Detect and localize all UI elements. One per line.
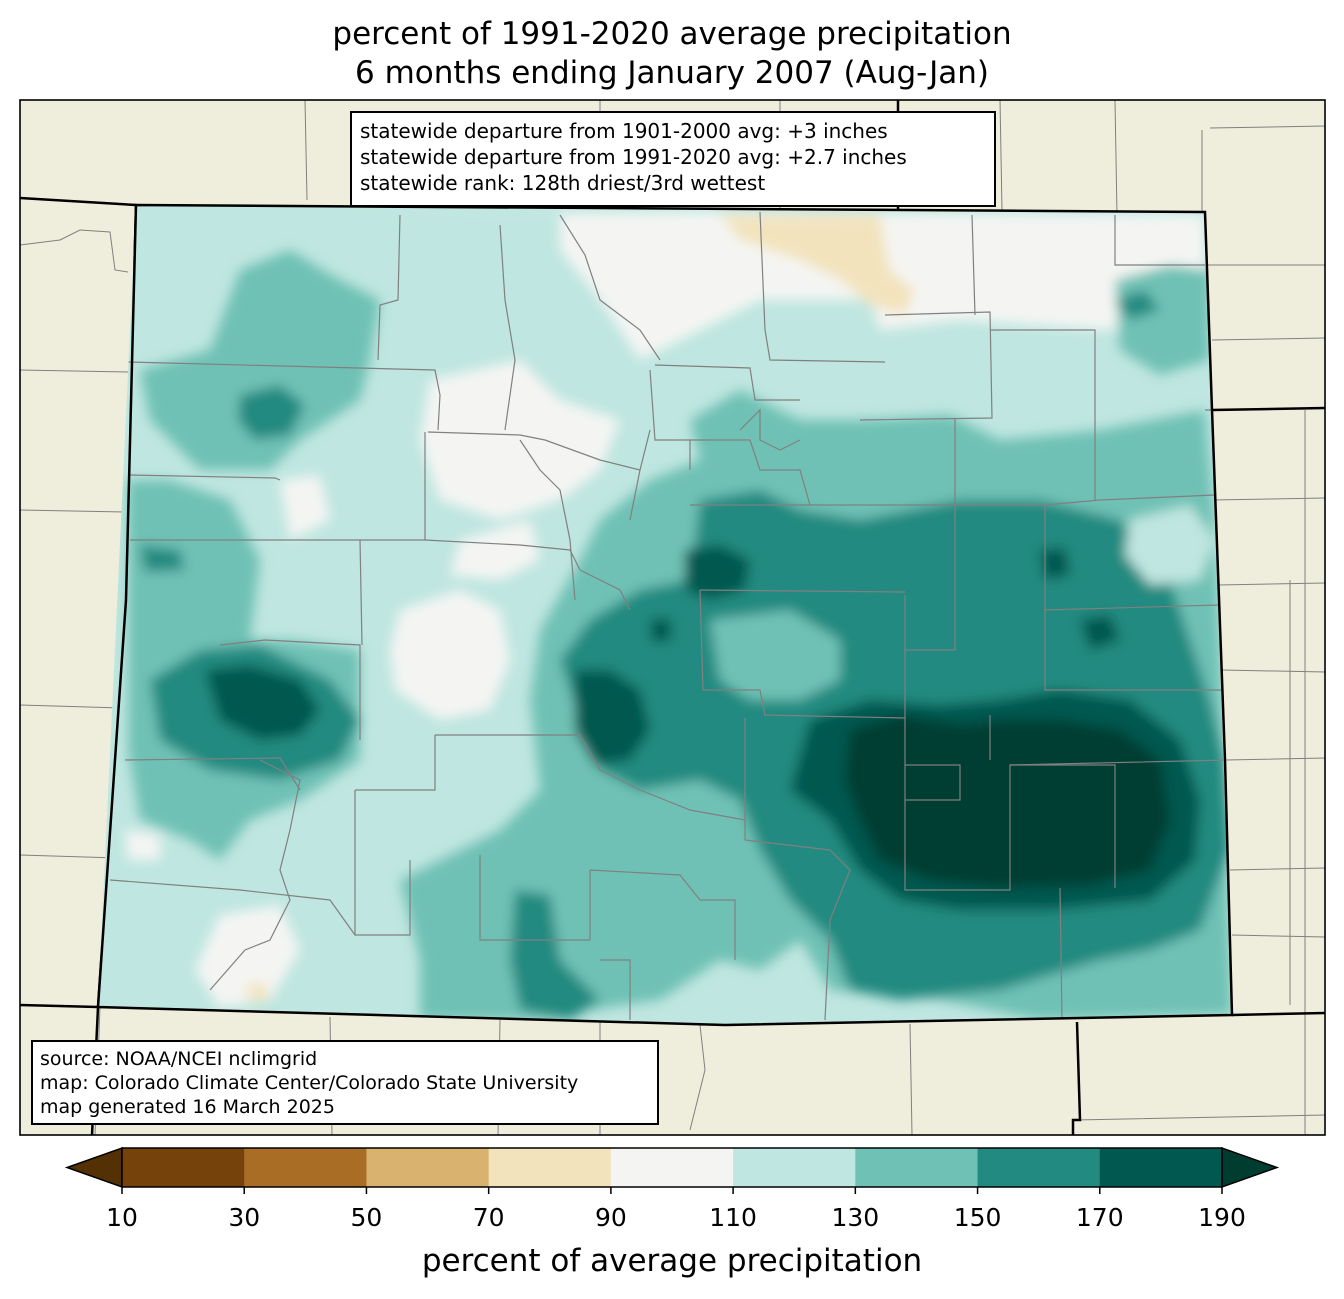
stats-line-rank: statewide rank: 128th driest/3rd wettest [360,171,766,195]
map-frame [19,99,1326,1136]
county-lines [109,211,1229,1021]
precip-field [98,205,1232,1025]
colorado-border [96,203,1234,1027]
colorbar-segment [244,1148,367,1187]
colorbar-segment [488,1148,612,1187]
map-title-line2: 6 months ending January 2007 (Aug-Jan) [355,55,989,91]
colorbar-segment [733,1148,856,1187]
colorbar-outline [121,1147,1223,1188]
statewide-stats-box: statewide departure from 1901-2000 avg: … [350,111,996,207]
colorbar-tick-label: 50 [350,1203,383,1232]
colorbar-segment [855,1148,979,1187]
source-line-generated: map generated 16 March 2025 [40,1096,335,1118]
colorbar-segment [366,1148,490,1187]
colorbar-tick-label: 190 [1198,1203,1246,1232]
source-box: source: NOAA/NCEI nclimgrid map: Colorad… [31,1040,659,1125]
colorbar-tick-label: 10 [106,1203,138,1232]
colorbar-tick-label: 110 [709,1203,757,1232]
colorbar-tick-label: 70 [472,1203,505,1232]
colorbar-segment [122,1148,245,1187]
colorbar-over-arrow [1221,1146,1280,1189]
colorbar [64,1146,1280,1194]
colorbar-tick-label: 90 [594,1203,627,1232]
colorbar-tick-label: 30 [228,1203,261,1232]
colorbar-segment [610,1148,734,1187]
colorbar-tick-label: 130 [831,1203,880,1232]
source-line-map: map: Colorado Climate Center/Colorado St… [40,1072,579,1094]
map-title-line1: percent of 1991-2020 average precipitati… [332,16,1012,52]
colorbar-segment [977,1148,1101,1187]
source-line-data: source: NOAA/NCEI nclimgrid [40,1048,318,1070]
stats-line-1901-2000: statewide departure from 1901-2000 avg: … [360,119,888,143]
stats-line-1991-2020: statewide departure from 1991-2020 avg: … [360,145,907,169]
colorbar-tick-label: 150 [953,1203,1002,1232]
colorbar-tick-label: 170 [1075,1203,1124,1232]
colorbar-segment [1099,1148,1223,1187]
colorbar-under-arrow [64,1146,123,1189]
colorbar-label: percent of average precipitation [421,1243,923,1279]
